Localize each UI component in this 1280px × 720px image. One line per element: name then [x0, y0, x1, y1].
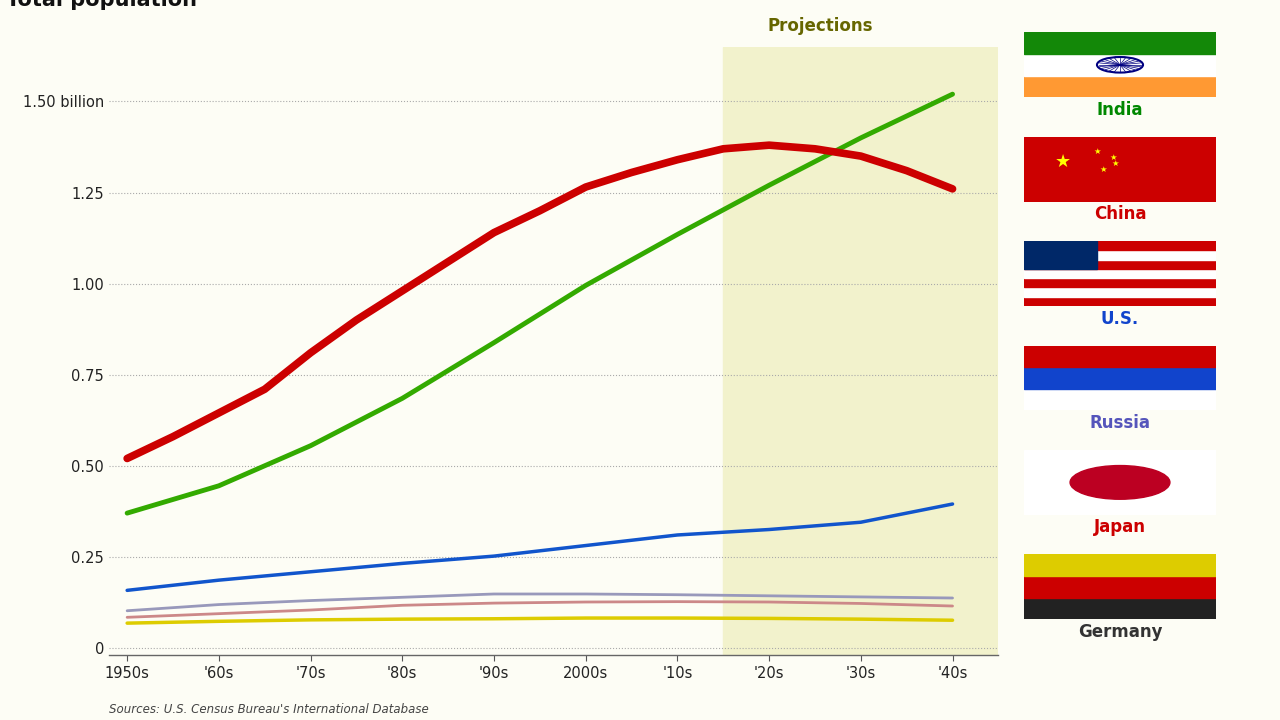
Text: U.S.: U.S.	[1101, 310, 1139, 328]
Bar	[1024, 76, 1216, 97]
Bar	[1024, 576, 1216, 598]
Text: Sources: U.S. Census Bureau's International Database: Sources: U.S. Census Bureau's Internatio…	[109, 703, 429, 716]
Bar	[1024, 297, 1216, 306]
Text: Russia: Russia	[1089, 414, 1151, 432]
Text: Japan: Japan	[1094, 518, 1146, 536]
Bar	[1024, 346, 1216, 367]
Text: ★: ★	[1111, 159, 1119, 168]
Bar	[1024, 278, 1216, 287]
Bar	[1024, 251, 1216, 260]
Bar	[1024, 241, 1216, 251]
Text: Projections: Projections	[768, 17, 873, 35]
Bar	[1024, 367, 1216, 389]
Bar	[1024, 598, 1216, 619]
Bar	[1024, 554, 1216, 576]
Text: China: China	[1093, 205, 1147, 223]
Text: Germany: Germany	[1078, 623, 1162, 641]
Bar	[1024, 287, 1216, 297]
Text: ★: ★	[1110, 153, 1116, 161]
Text: ★: ★	[1093, 147, 1101, 156]
Text: India: India	[1097, 101, 1143, 119]
Bar	[1024, 269, 1216, 278]
Circle shape	[1070, 466, 1170, 499]
Text: ★: ★	[1055, 153, 1070, 171]
Bar	[723, 47, 998, 655]
Bar	[1024, 260, 1216, 269]
Bar	[1024, 241, 1097, 269]
Text: ★: ★	[1100, 165, 1107, 174]
Bar	[1024, 389, 1216, 410]
Bar	[1024, 32, 1216, 54]
Bar	[1024, 54, 1216, 76]
Text: Total population: Total population	[6, 0, 197, 10]
